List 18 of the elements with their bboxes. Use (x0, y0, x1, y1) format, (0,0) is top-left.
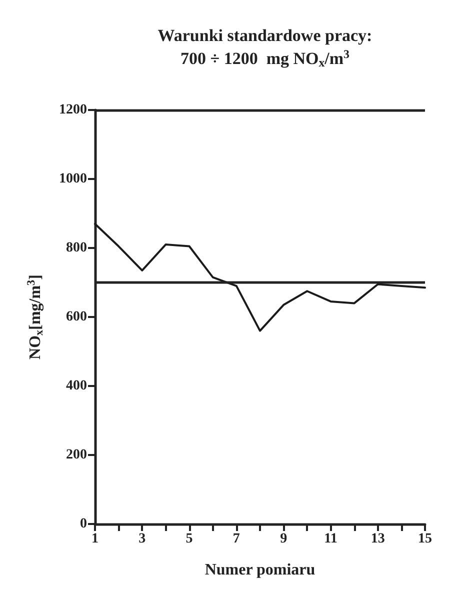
y-tick-label: 200 (66, 448, 87, 462)
x-axis-title: Numer pomiaru (204, 562, 316, 578)
y-tick-label: 600 (66, 310, 87, 324)
y-tick-label: 800 (66, 240, 87, 256)
x-tick-label: 9 (280, 532, 288, 546)
x-tick-label: 7 (232, 532, 240, 546)
y-axis-title: NOx[mg/m3] (26, 274, 46, 360)
x-tick-label: 11 (324, 532, 338, 546)
x-tick-label: 3 (138, 532, 146, 546)
chart-title: Warunki standardowe pracy: (158, 26, 372, 45)
x-tick-label: 1 (92, 532, 98, 546)
x-tick-label: 13 (370, 532, 385, 546)
x-tick-label: 5 (186, 532, 193, 546)
x-tick-label: 15 (418, 532, 432, 546)
y-tick-label: 1200 (59, 102, 87, 118)
y-tick-label: 1000 (59, 172, 87, 186)
y-tick-label: 400 (66, 378, 87, 394)
y-tick-label: 0 (80, 516, 87, 532)
